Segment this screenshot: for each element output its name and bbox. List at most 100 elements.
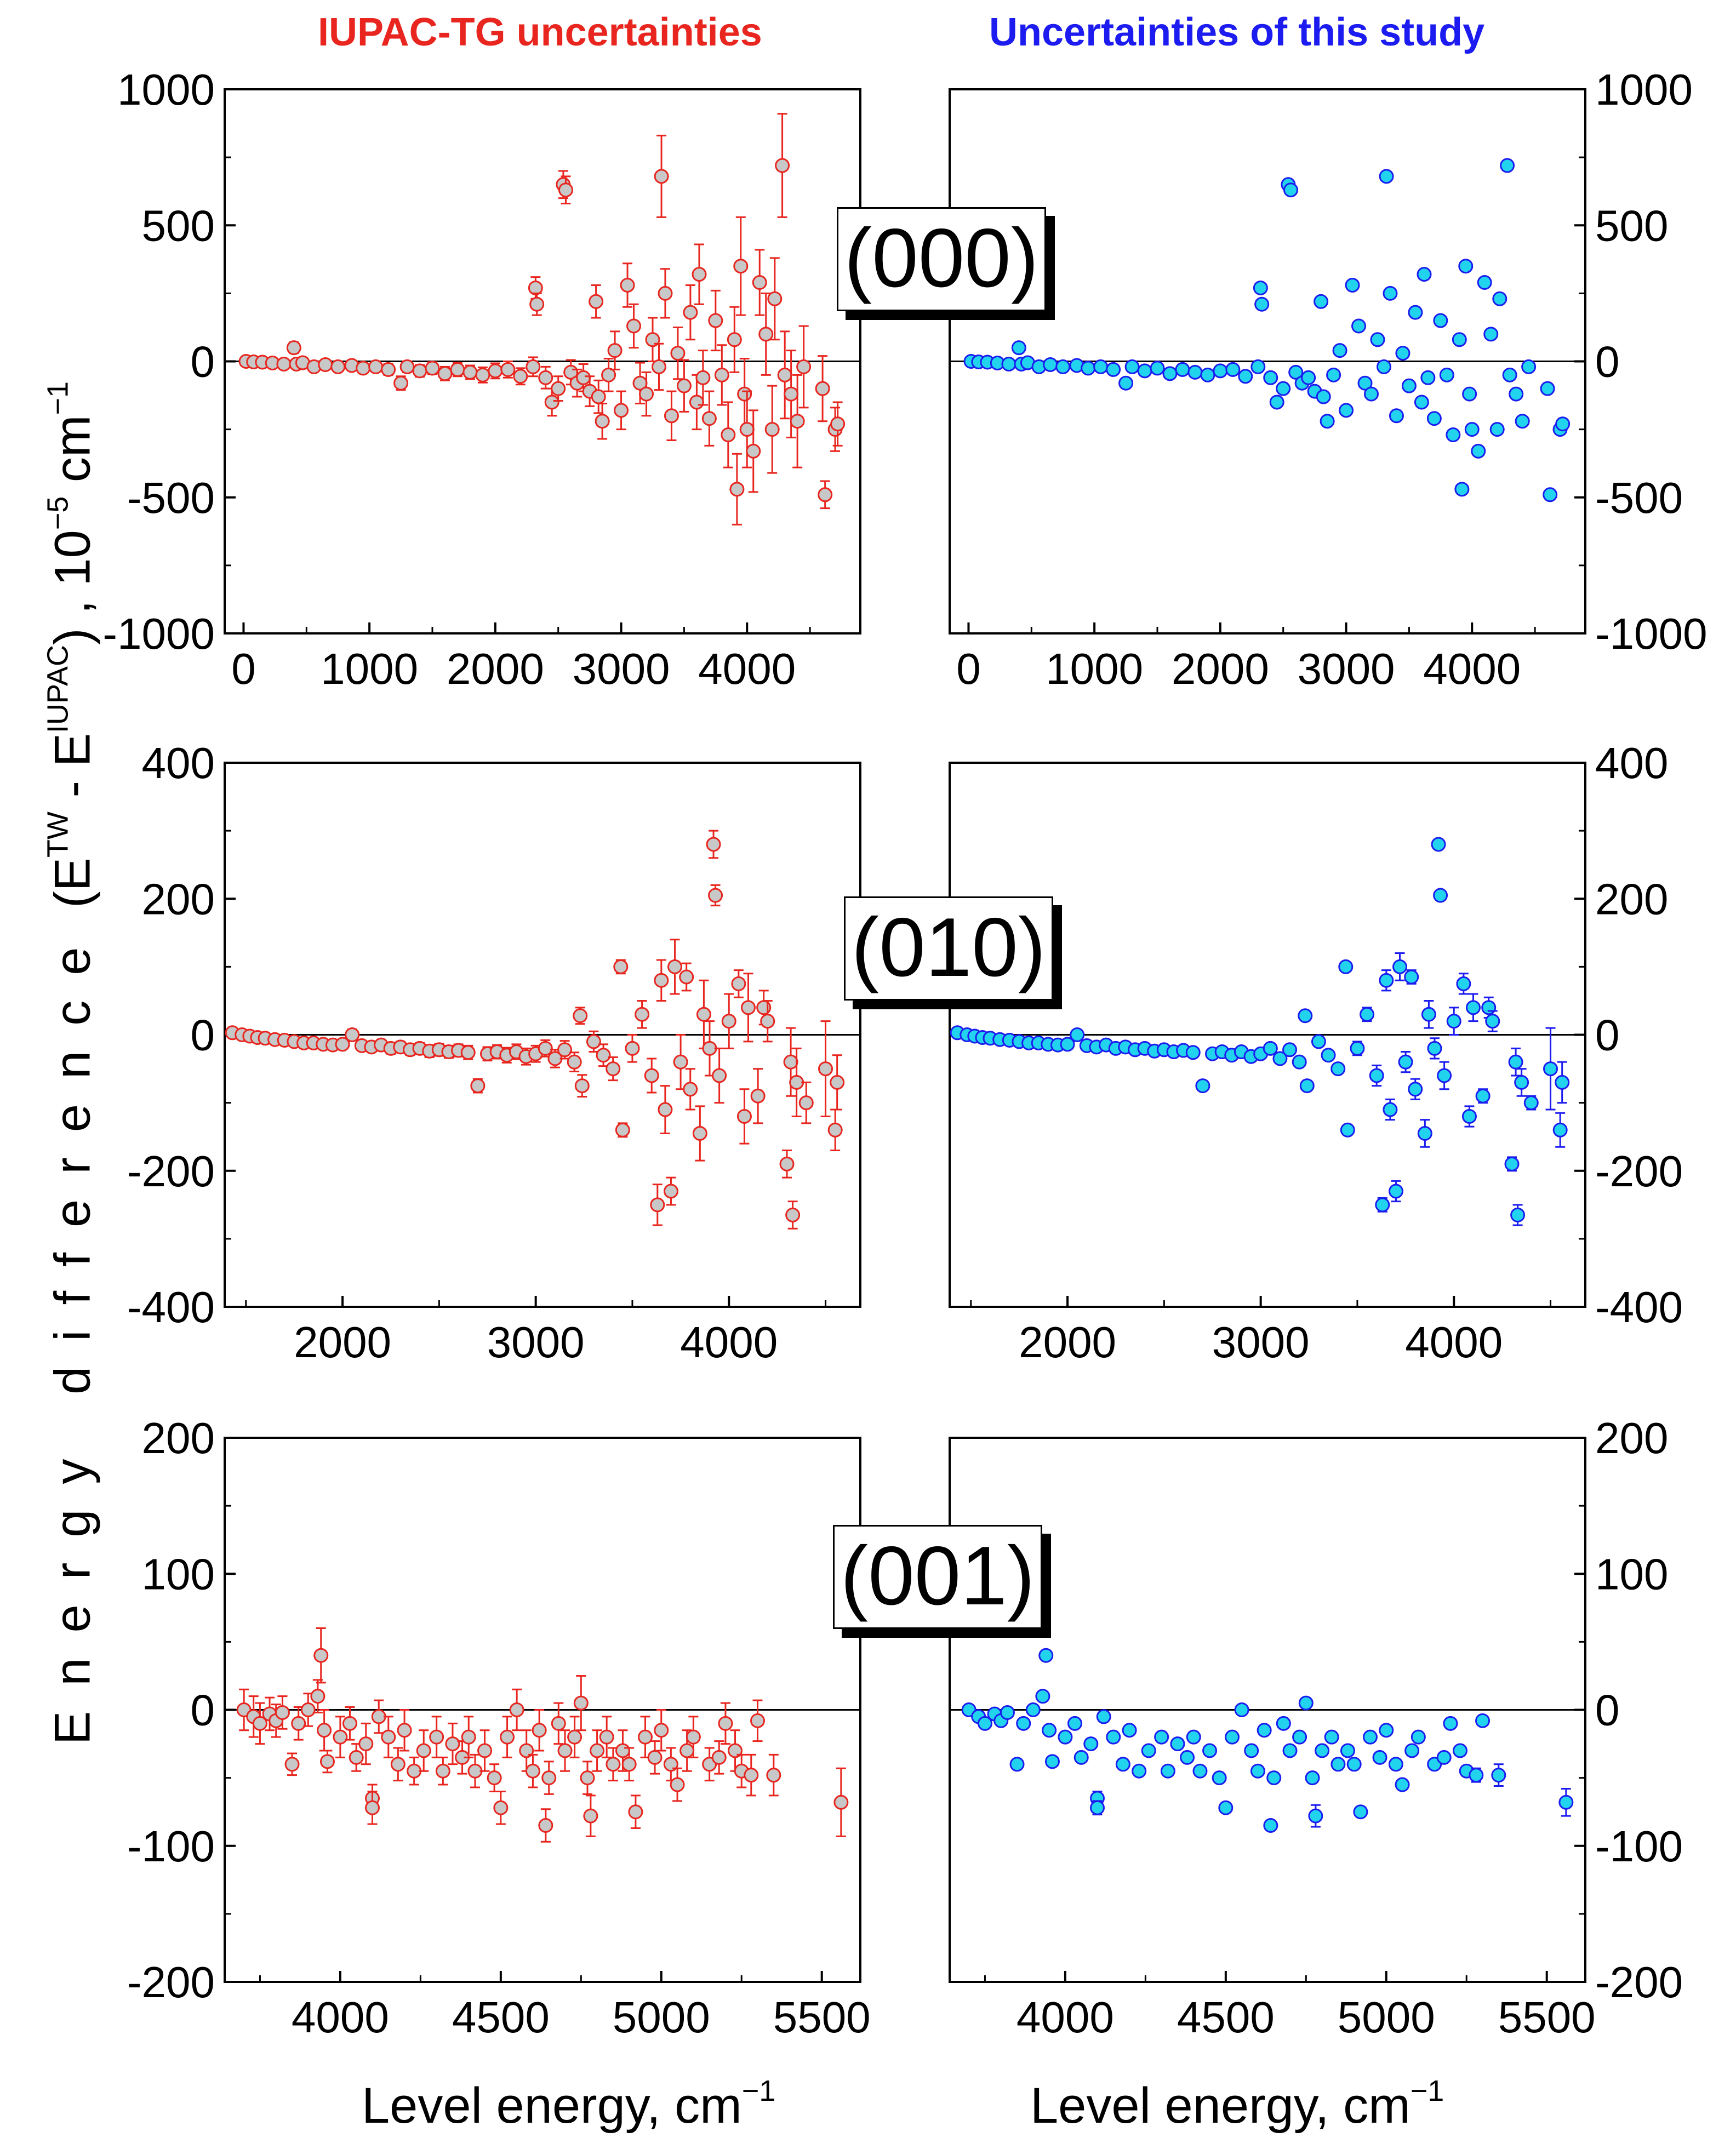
data-point bbox=[1369, 1068, 1384, 1083]
x-tick-label: 5000 bbox=[1338, 1993, 1435, 2042]
data-point bbox=[1314, 294, 1329, 309]
data-point bbox=[651, 359, 666, 374]
data-point bbox=[1340, 1122, 1355, 1138]
data-point bbox=[1489, 422, 1505, 437]
data-point bbox=[1417, 267, 1432, 282]
data-point bbox=[513, 369, 528, 384]
data-point bbox=[1345, 277, 1360, 293]
data-point bbox=[635, 1007, 650, 1022]
data-point bbox=[1426, 411, 1442, 426]
data-point bbox=[1089, 1800, 1105, 1815]
data-point bbox=[1186, 1729, 1201, 1745]
data-point bbox=[1454, 482, 1470, 497]
data-point bbox=[1298, 1008, 1313, 1024]
data-point bbox=[1141, 1743, 1156, 1758]
x-tick-label: 4000 bbox=[698, 644, 796, 693]
data-point bbox=[696, 1007, 711, 1022]
y-axis-label-sup-tw: TW bbox=[41, 811, 75, 858]
data-point bbox=[596, 1048, 611, 1063]
data-point bbox=[1453, 1743, 1468, 1758]
data-point bbox=[628, 1804, 643, 1820]
data-point bbox=[1540, 381, 1555, 396]
data-point bbox=[1170, 1736, 1185, 1752]
data-point bbox=[1456, 976, 1471, 991]
data-point bbox=[1124, 359, 1140, 374]
data-point bbox=[798, 1095, 814, 1111]
y-tick-label: 0 bbox=[1595, 1011, 1620, 1060]
y-tick-label: 500 bbox=[142, 201, 215, 250]
data-point bbox=[1283, 182, 1298, 198]
data-point bbox=[1515, 414, 1530, 429]
data-point bbox=[1558, 1794, 1574, 1810]
data-point bbox=[777, 367, 792, 382]
data-point bbox=[1058, 1729, 1073, 1745]
data-point bbox=[1508, 1054, 1523, 1070]
y-tick-label: -200 bbox=[127, 1958, 215, 2007]
data-point bbox=[1218, 1800, 1234, 1815]
data-point bbox=[291, 1716, 306, 1731]
data-point bbox=[574, 1078, 590, 1094]
data-point bbox=[393, 375, 409, 391]
data-point bbox=[1350, 1041, 1365, 1056]
data-point bbox=[679, 969, 694, 985]
data-point bbox=[644, 1068, 659, 1083]
data-point bbox=[1401, 378, 1417, 393]
y-tick-label: 200 bbox=[142, 875, 215, 923]
y-tick-label: 100 bbox=[142, 1550, 215, 1598]
data-point bbox=[1001, 356, 1017, 371]
data-point bbox=[397, 1723, 412, 1738]
data-point bbox=[606, 1757, 621, 1772]
data-point bbox=[1379, 169, 1394, 184]
data-point bbox=[557, 1042, 573, 1058]
data-point bbox=[737, 386, 752, 402]
data-point bbox=[1433, 313, 1448, 328]
data-point bbox=[664, 408, 679, 424]
x-tick-label: 2000 bbox=[447, 644, 544, 693]
y-axis-label-sup-iupac: IUPAC bbox=[41, 644, 75, 733]
data-point bbox=[1340, 1743, 1355, 1758]
data-point bbox=[1253, 280, 1268, 295]
data-point bbox=[1376, 359, 1391, 374]
data-point bbox=[650, 1197, 665, 1213]
data-point bbox=[371, 1709, 386, 1724]
data-point bbox=[488, 363, 503, 379]
x-tick-label: 1000 bbox=[321, 644, 418, 693]
data-point bbox=[1461, 1108, 1477, 1124]
data-point bbox=[1383, 285, 1398, 301]
data-point bbox=[1055, 359, 1071, 374]
data-point bbox=[1093, 359, 1109, 374]
data-point bbox=[1305, 1770, 1320, 1786]
x-axis-label-left: Level energy, cm−1 bbox=[362, 2074, 775, 2135]
data-point bbox=[252, 1716, 267, 1731]
data-point bbox=[667, 959, 683, 974]
data-point bbox=[1464, 422, 1480, 437]
data-point bbox=[1543, 487, 1558, 502]
data-point bbox=[1320, 414, 1335, 429]
data-point bbox=[541, 1770, 557, 1786]
data-point bbox=[460, 1045, 476, 1060]
data-point bbox=[1160, 1763, 1175, 1779]
data-point bbox=[509, 1702, 524, 1717]
left-column-header: IUPAC-TG uncertainties bbox=[318, 10, 762, 54]
data-point bbox=[335, 1037, 350, 1052]
data-point bbox=[1213, 363, 1228, 379]
x-tick-label: 3000 bbox=[1212, 1318, 1310, 1367]
series-p001-left bbox=[236, 1627, 849, 1843]
data-point bbox=[1292, 1729, 1307, 1745]
data-point bbox=[702, 1041, 717, 1056]
data-point bbox=[1523, 1095, 1539, 1111]
x-tick-label: 0 bbox=[956, 644, 981, 693]
data-point bbox=[1016, 1716, 1031, 1731]
data-point bbox=[590, 1743, 605, 1758]
data-point bbox=[1431, 837, 1446, 852]
series-p001-right bbox=[961, 1648, 1574, 1833]
data-point bbox=[529, 296, 545, 312]
data-point bbox=[358, 1736, 374, 1752]
data-point bbox=[435, 1763, 450, 1779]
data-point bbox=[1332, 343, 1347, 358]
data-point bbox=[500, 362, 516, 377]
data-point bbox=[437, 366, 453, 381]
data-point bbox=[977, 1716, 992, 1731]
data-point bbox=[1257, 1723, 1272, 1738]
